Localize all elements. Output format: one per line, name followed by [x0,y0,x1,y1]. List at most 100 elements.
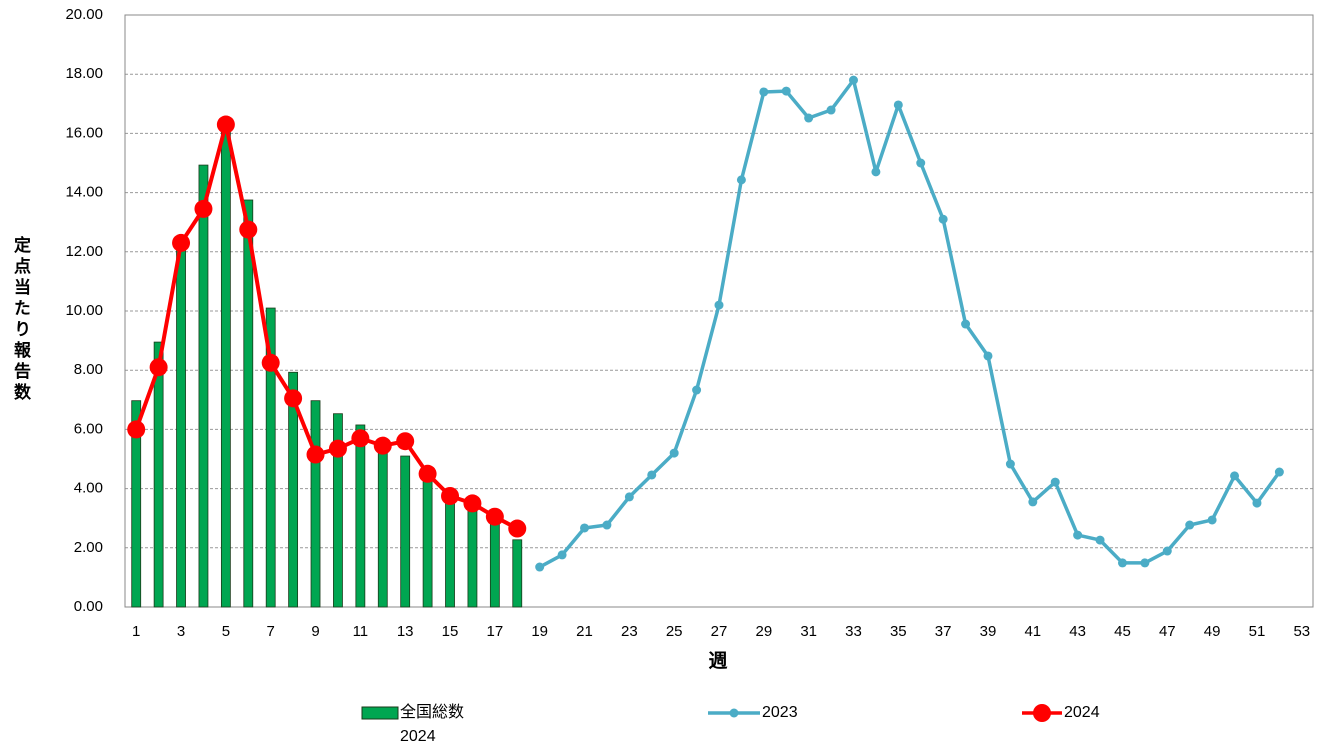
marker [261,353,280,372]
y-tick-label: 2.00 [74,539,103,556]
marker [647,470,657,480]
marker [239,220,258,239]
x-tick-label: 47 [1159,623,1176,640]
x-tick-label: 45 [1114,623,1131,640]
bar [153,341,164,608]
legend-label: 全国総数 2024 [400,704,465,745]
marker [1028,497,1038,507]
legend-label: 2024 [1064,704,1100,721]
marker [396,432,415,451]
bar [400,455,411,608]
x-tick-label: 13 [397,623,414,640]
marker [938,214,948,224]
marker [983,351,993,361]
marker [602,520,612,530]
marker [781,86,791,96]
marker [1185,520,1195,530]
x-tick-label: 19 [531,623,548,640]
y-tick-label: 12.00 [65,243,103,260]
marker [508,519,527,538]
marker [149,358,168,377]
x-axis-label: 週 [708,650,727,672]
marker [848,75,858,85]
marker [1252,498,1262,508]
marker [580,523,590,533]
x-tick-label: 51 [1249,623,1266,640]
marker [284,389,303,408]
marker [714,300,724,310]
x-tick-label: 7 [267,623,275,640]
marker [624,492,634,502]
x-tick-label: 15 [442,623,459,640]
marker [961,319,971,329]
bar [243,199,254,608]
bar [131,400,142,608]
legend-marker [729,708,739,718]
bar [288,371,299,608]
bar [220,130,231,608]
bar [265,307,276,608]
marker [826,105,836,115]
legend-marker [1033,704,1051,722]
y-tick-label: 14.00 [65,184,103,201]
bar [489,517,500,608]
marker [216,115,235,134]
y-tick-label: 6.00 [74,420,103,437]
marker [485,507,504,526]
marker [535,562,545,572]
y-tick-label: 18.00 [65,65,103,82]
y-axis-label: 定点当たり報告数 [11,236,30,404]
marker [351,429,370,448]
marker [1095,535,1105,545]
y-tick-label: 20.00 [65,6,103,23]
marker [1140,558,1150,568]
x-tick-label: 39 [980,623,997,640]
marker [916,158,926,168]
x-tick-label: 43 [1069,623,1086,640]
x-tick-label: 1 [132,623,140,640]
marker [1073,530,1083,540]
marker [692,385,702,395]
bar [377,443,388,608]
marker [194,199,213,218]
marker [557,550,567,560]
marker [804,113,814,123]
marker [441,487,460,505]
x-tick-label: 5 [222,623,230,640]
marker [871,167,881,177]
marker [1117,558,1127,568]
x-tick-label: 27 [711,623,728,640]
marker [1005,459,1015,469]
marker [306,445,325,464]
bar [512,539,523,608]
x-tick-label: 11 [353,623,369,640]
line [134,122,519,531]
marker [1274,467,1284,477]
x-tick-label: 37 [935,623,952,640]
marker [418,464,437,483]
x-tick-label: 23 [621,623,638,640]
marker [669,448,679,458]
y-tick-label: 8.00 [74,361,103,378]
marker [127,420,146,439]
x-tick-label: 29 [755,623,772,640]
legend-label: 2023 [762,704,798,721]
y-tick-label: 0.00 [74,598,103,615]
x-tick-label: 35 [890,623,907,640]
x-tick-label: 49 [1204,623,1221,640]
x-tick-label: 41 [1024,623,1041,640]
y-tick-label: 16.00 [65,124,103,141]
marker [328,439,347,458]
x-tick-label: 3 [177,623,185,640]
legend-swatch [361,706,399,720]
plot-border [124,14,1314,608]
bar [467,505,478,608]
bar [333,413,343,608]
marker [373,436,392,455]
x-tick-label: 31 [800,623,817,640]
marker [1230,471,1240,481]
x-tick-label: 33 [845,623,862,640]
line [538,78,1281,569]
